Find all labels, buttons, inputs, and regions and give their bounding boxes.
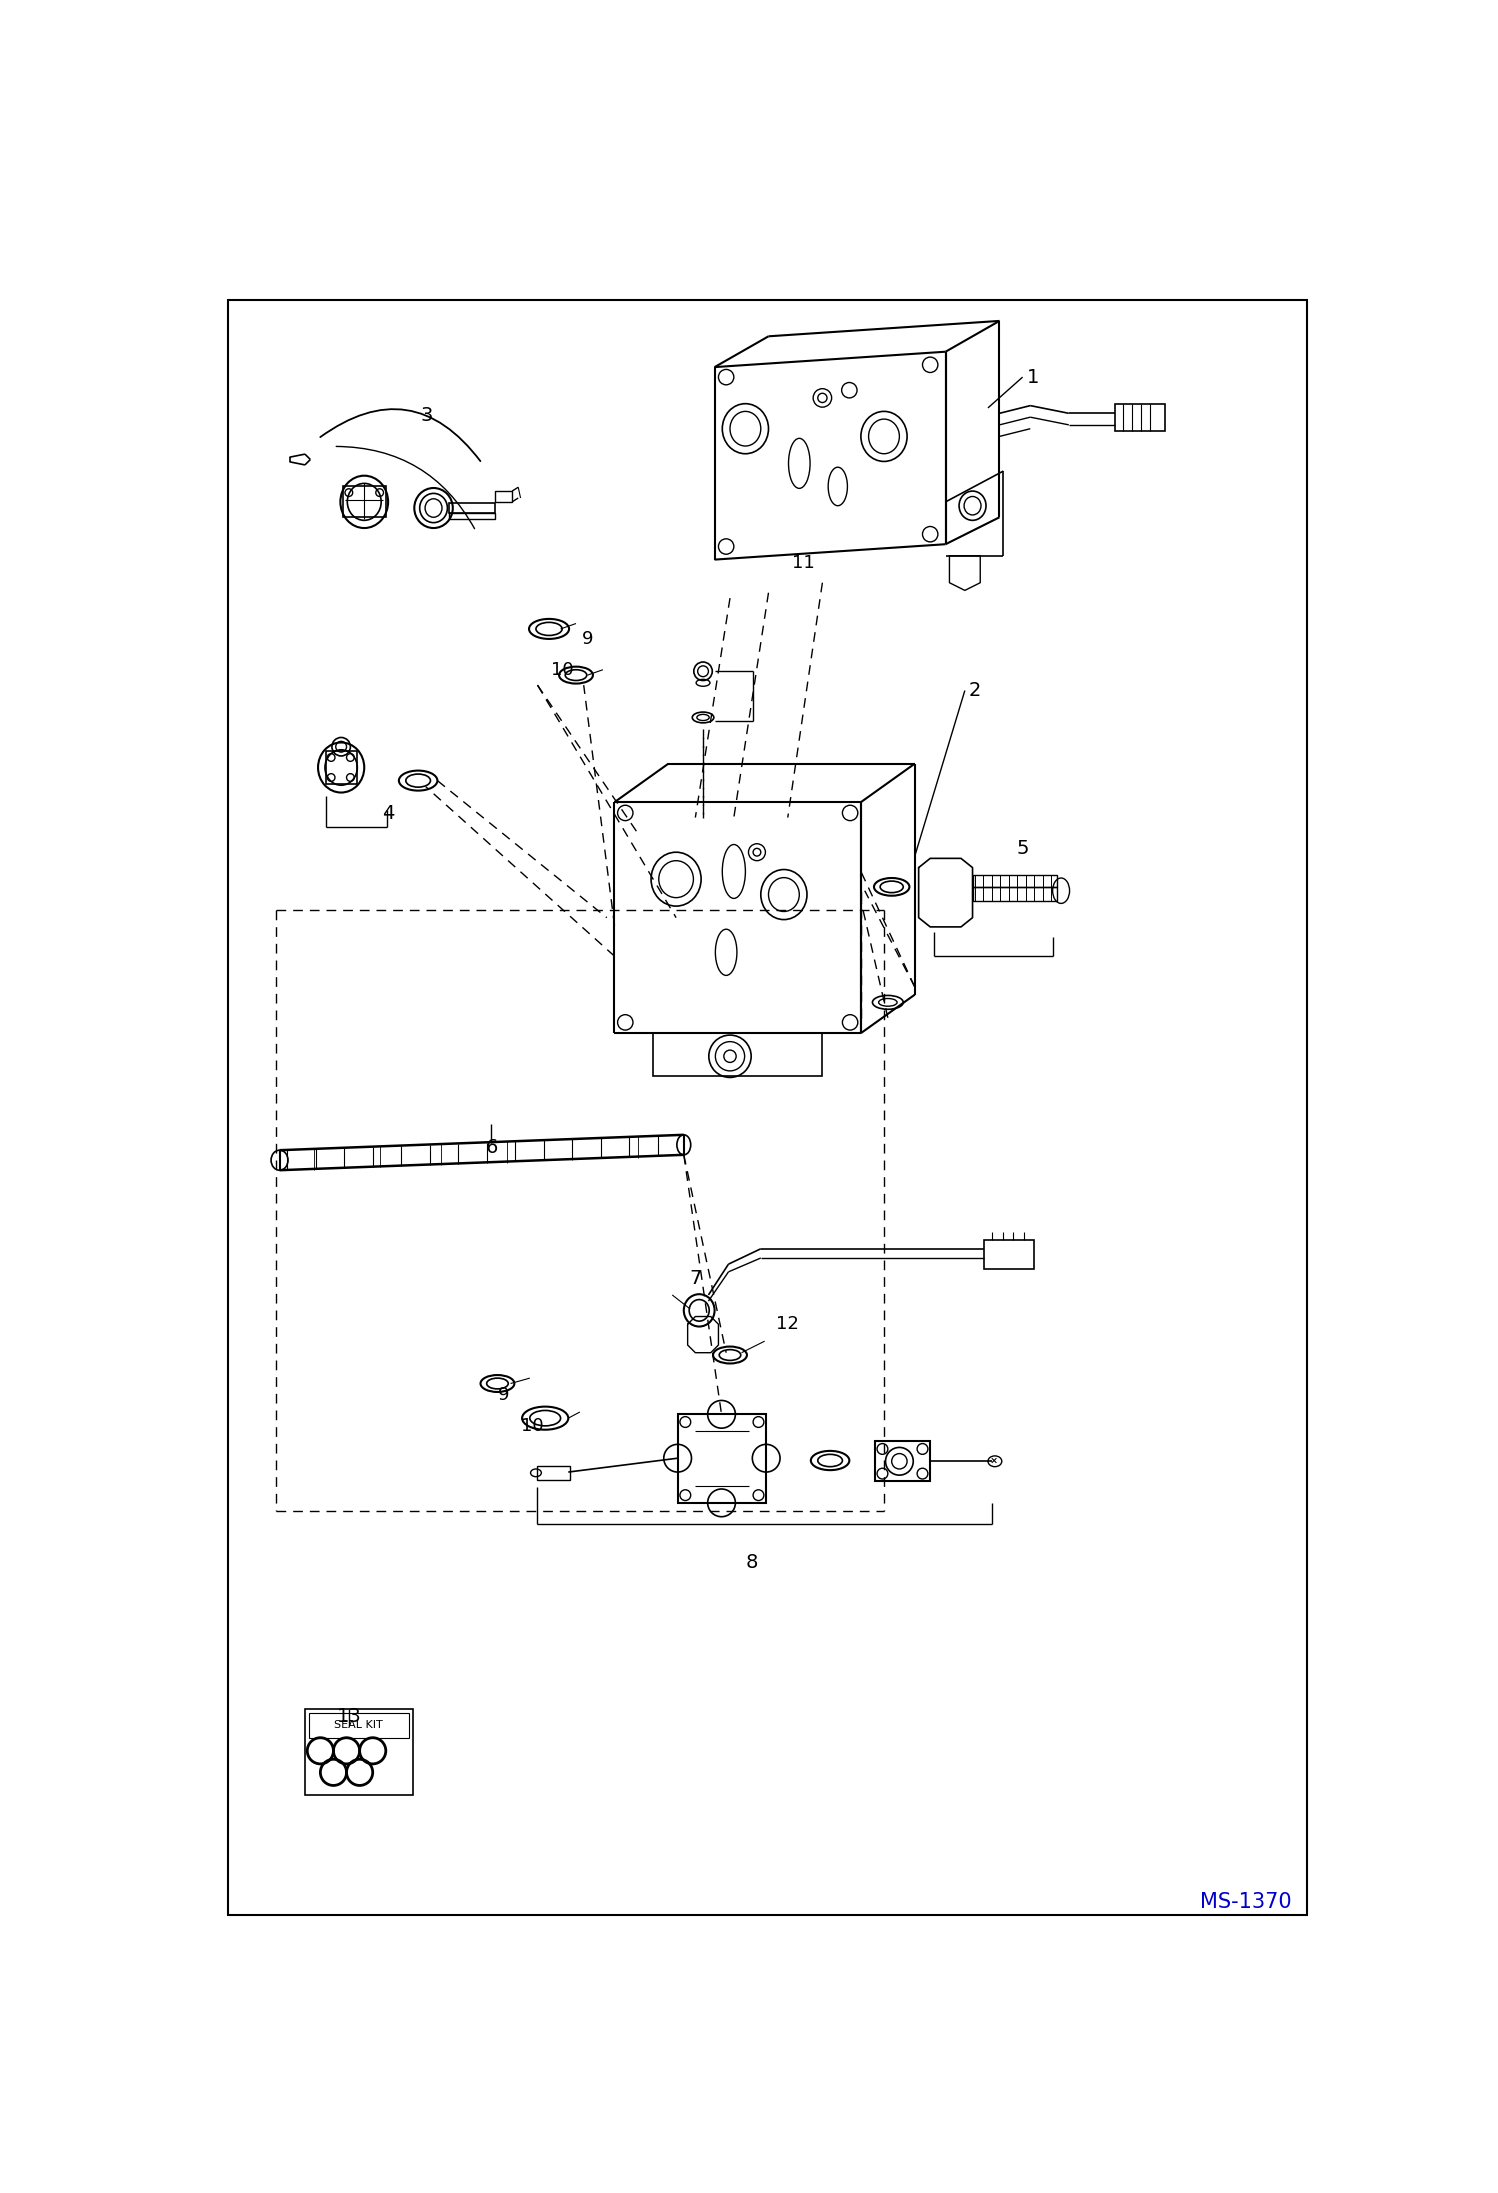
Text: 10: 10	[551, 660, 574, 678]
Bar	[343, 487, 386, 518]
Text: 10: 10	[521, 1417, 544, 1434]
Text: 9: 9	[497, 1386, 509, 1404]
Bar	[653, 1033, 822, 1075]
Text: 9: 9	[583, 629, 593, 647]
Bar	[984, 1239, 1034, 1270]
Bar	[306, 1708, 413, 1796]
Bar	[538, 1465, 569, 1480]
Bar	[449, 513, 496, 520]
Bar	[309, 1713, 409, 1737]
Text: 12: 12	[776, 1316, 798, 1333]
Text: 1: 1	[1026, 368, 1038, 386]
Bar	[496, 491, 512, 502]
Text: 3: 3	[421, 406, 433, 425]
Text: 4: 4	[382, 805, 394, 822]
Text: 13: 13	[337, 1708, 361, 1726]
Bar	[972, 875, 1058, 886]
Text: 8: 8	[746, 1553, 758, 1572]
Text: 7: 7	[689, 1268, 701, 1287]
Bar	[1115, 404, 1165, 432]
Circle shape	[724, 1050, 736, 1061]
Bar	[677, 1414, 765, 1502]
Text: 11: 11	[791, 555, 815, 572]
Text: 2: 2	[969, 682, 981, 700]
Text: MS-1370: MS-1370	[1200, 1893, 1291, 1912]
Bar	[972, 886, 1058, 901]
Bar	[875, 1441, 930, 1480]
Text: 5: 5	[1017, 840, 1029, 857]
Text: SEAL KIT: SEAL KIT	[334, 1719, 383, 1730]
Bar	[325, 750, 357, 785]
Text: 6: 6	[485, 1138, 499, 1156]
Bar	[449, 504, 496, 513]
